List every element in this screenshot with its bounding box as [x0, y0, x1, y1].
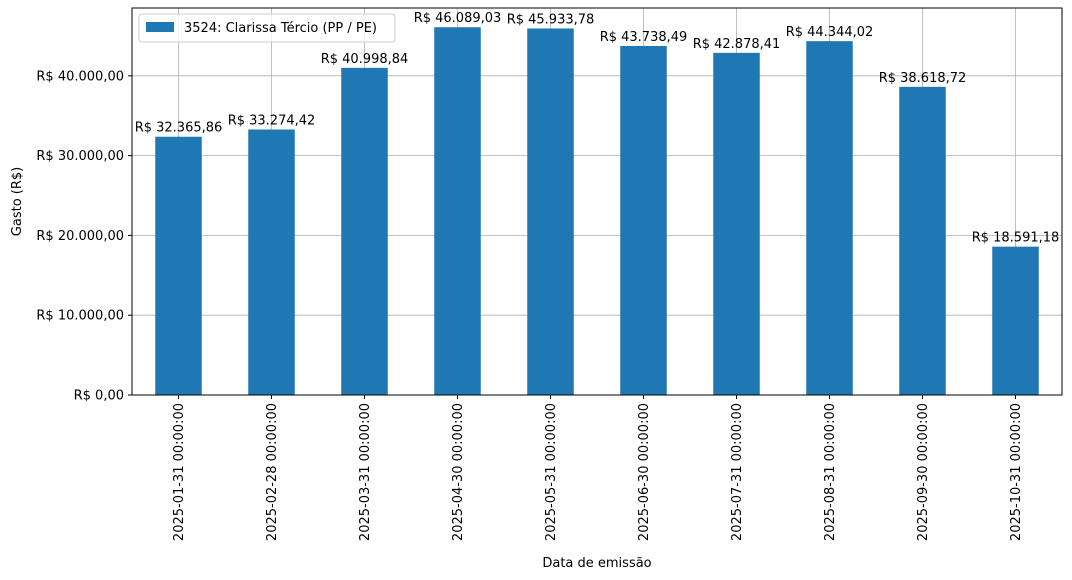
bar: [992, 246, 1039, 395]
x-tick-label: 2025-02-28 00:00:00: [265, 403, 280, 541]
data-label: R$ 33.274,42: [228, 113, 316, 128]
y-tick-label: R$ 20.000,00: [36, 229, 124, 244]
legend: 3524: Clarissa Tércio (PP / PE): [138, 13, 396, 43]
x-tick-label: 2025-09-30 00:00:00: [916, 403, 931, 541]
y-axis-title: Gasto (R$): [10, 167, 25, 236]
data-label: R$ 44.344,02: [786, 25, 874, 40]
x-tick-label: 2025-06-30 00:00:00: [637, 403, 652, 541]
bar: [713, 52, 760, 395]
plot-frame: [131, 7, 1063, 396]
data-label: R$ 18.591,18: [972, 231, 1060, 246]
y-tick-label: R$ 40.000,00: [36, 69, 124, 84]
data-label: R$ 32.365,86: [135, 121, 223, 136]
bars-group: [155, 27, 1039, 396]
x-tick-label: 2025-07-31 00:00:00: [730, 403, 745, 541]
data-label: R$ 43.738,49: [600, 30, 688, 45]
bar: [527, 28, 574, 396]
legend-box: [138, 13, 396, 43]
legend-swatch: [146, 22, 174, 32]
x-tick-label: 2025-03-31 00:00:00: [358, 403, 373, 541]
bar: [620, 45, 667, 396]
data-label: R$ 40.998,84: [321, 52, 409, 67]
y-axis: R$ 0,00 R$ 10.000,00 R$ 20.000,00 R$ 30.000…: [36, 69, 132, 404]
bar: [341, 67, 388, 395]
x-tick-label: 2025-04-30 00:00:00: [451, 403, 466, 541]
x-axis-title: Data de emissão: [542, 556, 651, 571]
data-label: R$ 38.618,72: [879, 71, 967, 86]
data-label: R$ 46.089,03: [414, 11, 502, 26]
legend-entry: 3524: Clarissa Tércio (PP / PE): [184, 21, 377, 36]
y-tick-label: R$ 30.000,00: [36, 149, 124, 164]
x-tick-label: 2025-08-31 00:00:00: [823, 403, 838, 541]
data-label: R$ 42.878,41: [693, 37, 781, 52]
bar: [434, 27, 481, 396]
y-tick-label: R$ 10.000,00: [36, 309, 124, 324]
x-tick-label: 2025-10-31 00:00:00: [1009, 403, 1024, 541]
x-axis: 2025-01-31 00:00:00 2025-02-28 00:00:00 20…: [172, 395, 1024, 541]
x-tick-label: 2025-05-31 00:00:00: [544, 403, 559, 541]
x-tick-label: 2025-01-31 00:00:00: [172, 403, 187, 541]
y-tick-label: R$ 0,00: [74, 389, 124, 404]
data-labels: R$ 32.365,86 R$ 33.274,42 R$ 40.998,84 R$ 4…: [135, 11, 1060, 245]
bar: [248, 129, 295, 395]
bar: [806, 41, 853, 396]
bar: [899, 86, 946, 396]
bar: [155, 136, 202, 395]
data-label: R$ 45.933,78: [507, 12, 595, 27]
